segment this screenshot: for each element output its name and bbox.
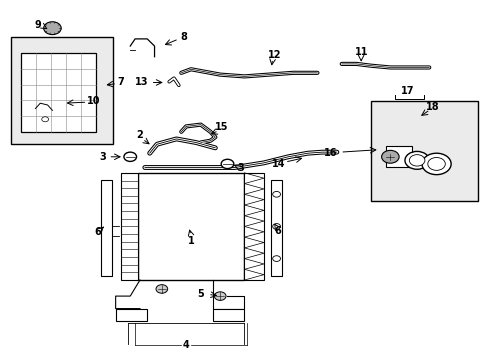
Text: 7: 7: [117, 77, 123, 87]
Text: 12: 12: [268, 50, 281, 60]
Circle shape: [408, 155, 424, 166]
Circle shape: [221, 159, 233, 168]
Circle shape: [214, 292, 225, 300]
Text: 8: 8: [180, 32, 187, 42]
Bar: [120, 173, 137, 280]
Bar: [370, 102, 477, 202]
Text: 14: 14: [271, 159, 285, 169]
Text: 6: 6: [94, 227, 101, 237]
Text: 13: 13: [134, 77, 148, 87]
Text: 3: 3: [99, 152, 106, 162]
Bar: [11, 37, 113, 144]
Circle shape: [272, 192, 280, 197]
Text: 6: 6: [274, 226, 281, 236]
Bar: [212, 309, 244, 321]
Bar: [137, 173, 244, 280]
Bar: [385, 146, 411, 167]
Circle shape: [41, 117, 48, 122]
Text: 11: 11: [354, 47, 367, 57]
Circle shape: [272, 224, 280, 229]
Text: 5: 5: [197, 289, 203, 299]
Text: 17: 17: [400, 86, 413, 96]
Circle shape: [381, 150, 398, 163]
Text: 4: 4: [183, 340, 189, 350]
Bar: [21, 53, 96, 132]
Text: 16: 16: [324, 148, 337, 158]
Text: 1: 1: [187, 236, 194, 246]
Text: 3: 3: [237, 163, 244, 173]
Bar: [271, 180, 282, 276]
Text: 15: 15: [214, 122, 228, 132]
Text: 18: 18: [426, 102, 439, 112]
Bar: [244, 173, 264, 280]
Circle shape: [421, 153, 450, 175]
Text: 2: 2: [136, 130, 143, 140]
Bar: [101, 180, 112, 276]
Circle shape: [156, 285, 167, 293]
Text: 10: 10: [87, 96, 101, 107]
Circle shape: [272, 256, 280, 261]
Text: 9: 9: [35, 19, 41, 30]
Circle shape: [123, 152, 136, 161]
Circle shape: [427, 157, 445, 170]
Bar: [116, 309, 147, 321]
Circle shape: [404, 152, 428, 169]
Circle shape: [43, 22, 61, 35]
